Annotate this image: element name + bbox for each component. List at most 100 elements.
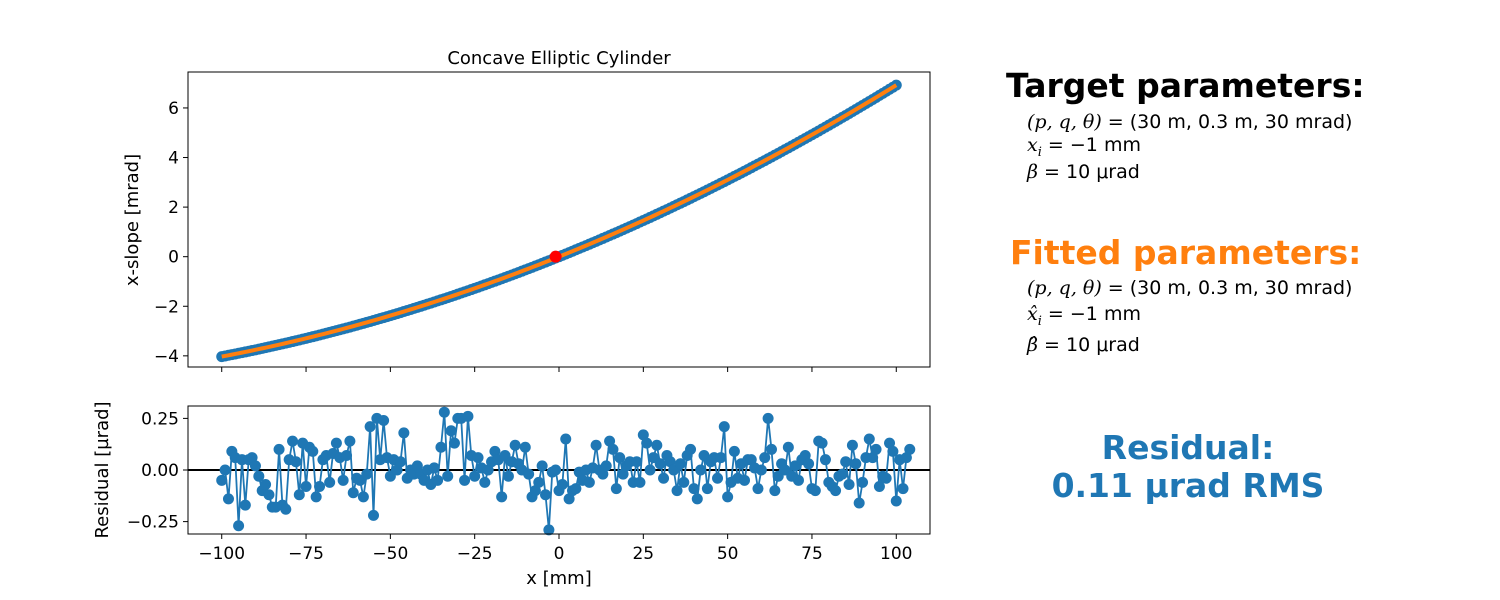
- fitted-beta-value: = 10 μrad: [1037, 334, 1140, 356]
- residual-data-point: [482, 464, 494, 476]
- residual-data-point: [809, 485, 821, 497]
- residual-data-point: [570, 483, 582, 495]
- residual-data-point: [718, 421, 730, 433]
- residual-data-point: [840, 456, 852, 468]
- residual-data-point: [219, 464, 231, 476]
- target-beta-line: β = 10 μrad: [1027, 161, 1140, 183]
- residual-data-point: [489, 445, 501, 457]
- residual-data-point: [897, 483, 909, 495]
- fitted-xi-value: = −1 mm: [1041, 303, 1141, 325]
- residual-data-point: [448, 437, 460, 449]
- residual-x-tick-label: −25: [457, 544, 493, 564]
- residual-data-point: [438, 406, 450, 418]
- fitted-beta-symbol: β̂: [1027, 334, 1038, 356]
- residual-data-point: [755, 464, 767, 476]
- fitted-pqtheta-label: (p, q, θ): [1027, 277, 1102, 299]
- residual-data-point: [280, 503, 292, 515]
- residual-x-tick-label: 75: [801, 544, 823, 564]
- residual-axes-frame: [187, 405, 931, 535]
- residual-x-ticks: −100 −75 −50 −25 0 25 50 75 100: [198, 534, 912, 564]
- residual-data-point: [287, 435, 299, 447]
- center-point-marker: [549, 250, 562, 263]
- residual-y-tick-label: 0.00: [141, 461, 179, 481]
- fitted-pqtheta-value: = (30 m, 0.3 m, 30 mrad): [1101, 277, 1353, 299]
- slope-y-tick-label: −2: [154, 297, 179, 317]
- residual-data-point: [873, 481, 885, 493]
- residual-data-point: [617, 468, 629, 480]
- residual-data-point: [314, 481, 326, 493]
- slope-axes-frame: [187, 71, 931, 368]
- slope-plot: Concave Elliptic Cylinder −4 −2 0 2 4 6 x-slo…: [122, 48, 931, 372]
- residual-data-point: [769, 485, 781, 497]
- residual-data-point: [398, 427, 410, 439]
- residual-data-point: [216, 474, 228, 486]
- residual-data-point: [472, 452, 484, 464]
- slope-y-tick-label: −4: [154, 347, 179, 367]
- residual-x-tick-label: 0: [554, 544, 565, 564]
- residual-data-point: [803, 458, 815, 470]
- residual-data-point: [550, 464, 562, 476]
- residual-data-point: [631, 456, 643, 468]
- residual-data-point: [846, 439, 858, 451]
- residual-data-point: [607, 443, 619, 455]
- residual-data-point: [378, 414, 390, 426]
- residual-data-point: [658, 472, 670, 484]
- residual-y-tick-label: 0.25: [141, 409, 179, 429]
- residual-y-ticks: −0.25 0.00 0.25: [127, 409, 188, 533]
- residual-data: [188, 406, 930, 536]
- residual-data-point: [900, 452, 912, 464]
- fit-curve: [221, 83, 898, 359]
- residual-data-point: [502, 470, 514, 482]
- residual-summary-label: Residual:: [1101, 428, 1275, 467]
- residual-data-point: [604, 435, 616, 447]
- residual-data-point: [364, 421, 376, 433]
- target-pqtheta-line: (p, q, θ) = (30 m, 0.3 m, 30 mrad): [1027, 111, 1352, 133]
- residual-data-point: [867, 452, 879, 464]
- residual-data-point: [337, 474, 349, 486]
- target-parameters-header: Target parameters:: [1006, 66, 1365, 105]
- residual-line: [220, 412, 911, 530]
- residual-data-point: [739, 474, 750, 486]
- residual-data-point: [462, 410, 474, 422]
- residual-data-point: [857, 476, 869, 488]
- residual-data-point: [263, 489, 275, 501]
- residual-data-point: [819, 454, 831, 466]
- residual-data-point: [782, 441, 794, 453]
- residual-data-point: [600, 460, 612, 472]
- residual-data-point: [307, 445, 319, 457]
- residual-data-point: [533, 476, 545, 488]
- residual-data-point: [634, 476, 646, 488]
- slope-y-tick-label: 4: [168, 149, 179, 169]
- residual-data-point: [904, 443, 916, 455]
- residual-data-point: [347, 487, 359, 499]
- slope-x-ticks: [221, 367, 897, 372]
- residual-data-point: [394, 456, 406, 468]
- residual-data-point: [745, 454, 757, 466]
- residual-data-point: [344, 435, 356, 447]
- residual-x-tick-label: −75: [288, 544, 324, 564]
- residual-data-point: [850, 458, 862, 470]
- residual-data-point: [290, 456, 302, 468]
- residual-data-point: [701, 483, 713, 495]
- residual-data-point: [880, 472, 892, 484]
- residual-data-point: [715, 452, 727, 464]
- residual-data-point: [654, 458, 666, 470]
- residual-data-point: [509, 439, 521, 451]
- residual-data-point: [863, 433, 875, 445]
- fitted-xi-symbol: x̂: [1027, 303, 1038, 325]
- residual-data-point: [722, 491, 734, 503]
- fitted-parameters-header: Fitted parameters:: [1010, 233, 1362, 272]
- residual-data-point: [341, 450, 353, 462]
- target-pqtheta-label: (p, q, θ): [1027, 111, 1102, 133]
- residual-data-point: [249, 460, 261, 472]
- residual-data-point: [816, 437, 828, 449]
- residual-x-tick-label: −50: [372, 544, 408, 564]
- residual-data-point: [685, 443, 697, 455]
- residual-data-point: [590, 439, 602, 451]
- residual-data-point: [442, 470, 454, 482]
- target-xi-symbol: x: [1027, 134, 1038, 156]
- residual-data-point: [445, 425, 457, 437]
- residual-data-point: [560, 433, 572, 445]
- residual-data-point: [293, 489, 305, 501]
